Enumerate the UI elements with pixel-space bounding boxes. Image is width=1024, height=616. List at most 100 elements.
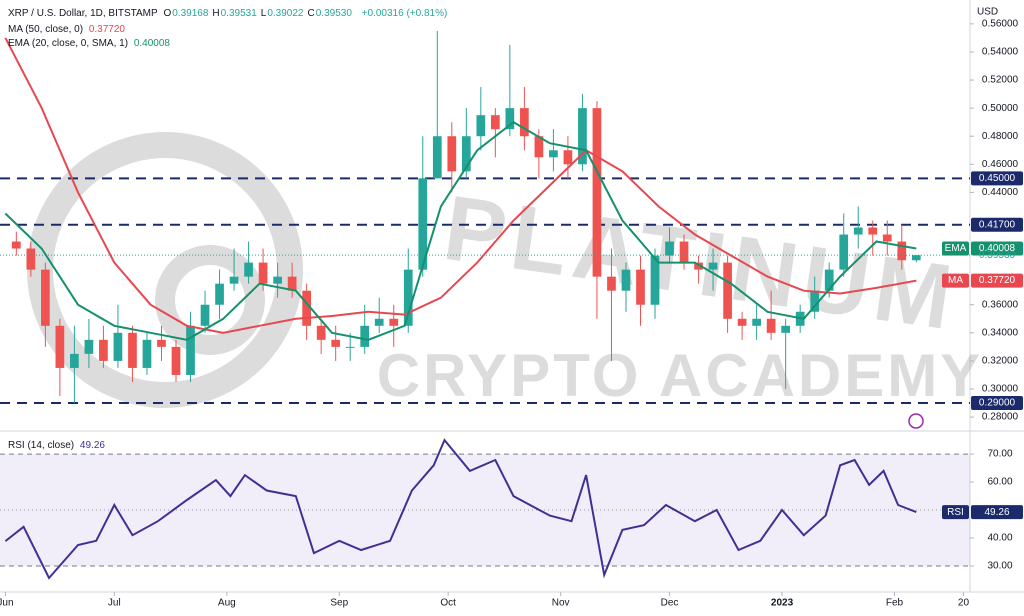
candle-body — [911, 255, 921, 261]
y-tick-label: 0.48000 — [982, 131, 1019, 142]
ma-line-tag-box — [942, 273, 969, 288]
candle-body — [578, 108, 587, 165]
x-tick-label: Feb — [886, 598, 904, 609]
candle-body — [244, 262, 253, 277]
candle-body — [26, 248, 36, 270]
candle-body — [302, 290, 311, 326]
candle-body — [171, 346, 181, 375]
level-tag — [971, 217, 1023, 232]
candle-body — [810, 290, 820, 312]
candle-body — [70, 353, 79, 368]
symbol-legend: XRP / U.S. Dollar, 1D, BITSTAMP O0.39168… — [8, 8, 450, 19]
ma-value: 0.37720 — [88, 24, 125, 35]
candle-body — [229, 276, 239, 284]
candle-body — [331, 339, 341, 347]
ohlc-key: O — [163, 8, 172, 19]
axis-unit: USD — [977, 7, 998, 18]
y-tick-label: 40.00 — [987, 533, 1012, 544]
candle-body — [868, 227, 878, 235]
candle-body — [534, 136, 544, 158]
candle-body — [752, 318, 761, 326]
y-tick-label: 0.30000 — [982, 384, 1019, 395]
y-tick-label: 0.54000 — [982, 47, 1019, 58]
candle-body — [389, 318, 399, 326]
x-tick-label: Aug — [218, 598, 236, 609]
candle-body — [723, 262, 732, 319]
y-tick-label: 0.44000 — [982, 187, 1019, 198]
x-tick-label: Jul — [108, 598, 121, 609]
candle-body — [853, 227, 863, 235]
alert-icon — [908, 413, 924, 429]
change: +0.00316 (+0.81%) — [361, 8, 448, 19]
candle-body — [360, 325, 370, 347]
candle-body — [607, 276, 616, 291]
candle-body — [505, 108, 515, 130]
rsi-line-value-box — [971, 505, 1023, 520]
level-tag — [971, 396, 1023, 411]
rsi-value: 49.26 — [79, 440, 105, 451]
candle-body — [665, 241, 674, 256]
level-tag-label: 0.45000 — [979, 173, 1016, 184]
rsi-legend: RSI (14, close) 49.26 — [8, 440, 108, 451]
rsi-line-value: 49.26 — [984, 507, 1009, 518]
watermark-logo — [27, 132, 303, 408]
ma-legend: MA (50, close, 0) 0.37720 — [8, 24, 128, 35]
ma-line-value-box — [971, 273, 1023, 288]
ohlc-value: 0.39022 — [267, 8, 304, 19]
candle-body — [461, 136, 471, 172]
y-tick-label: 70.00 — [987, 449, 1012, 460]
candle-body — [447, 136, 457, 172]
candle-body — [708, 262, 718, 270]
ema-line-tag-box — [942, 241, 969, 256]
y-tick-label: 0.52000 — [982, 75, 1019, 86]
ema-legend: EMA (20, close, 0, SMA, 1) 0.40008 — [8, 38, 173, 49]
candle-body — [650, 255, 660, 305]
candle-body — [781, 325, 791, 333]
ma-name: MA (50, close, 0) — [8, 24, 84, 35]
x-tick-label: Oct — [440, 598, 456, 609]
watermark-line2: CRYPTO ACADEMY — [377, 342, 984, 409]
ema-line-value: 0.40008 — [979, 243, 1016, 254]
rsi-line-tag: RSI — [947, 507, 964, 518]
candle-body — [374, 318, 384, 326]
candle-body — [11, 241, 21, 249]
rsi-line — [4, 438, 917, 580]
ma-line-tag: MA — [948, 275, 963, 286]
ohlc: O0.39168 H0.39531 L0.39022 C0.39530 — [163, 8, 355, 19]
candle-body — [432, 136, 442, 179]
y-tick-label: 0.36000 — [982, 299, 1019, 310]
candle-body — [490, 115, 500, 130]
candle-body — [99, 339, 108, 361]
ohlc-key: L — [260, 8, 267, 19]
last-price-label: 0.39530 — [979, 250, 1016, 261]
x-tick-label: Sep — [330, 598, 348, 609]
x-tick-label: Dec — [661, 598, 679, 609]
candle-body — [694, 262, 703, 270]
rsi-line-tag-box — [942, 505, 969, 520]
y-tick-label: 60.00 — [987, 477, 1012, 488]
ema-line-tag: EMA — [945, 243, 967, 254]
ohlc-key: C — [307, 8, 315, 19]
y-tick-label: 0.46000 — [982, 159, 1019, 170]
y-tick-label: 0.34000 — [982, 327, 1019, 338]
ema-name: EMA (20, close, 0, SMA, 1) — [8, 38, 129, 49]
candle-body — [520, 108, 529, 137]
y-tick-label: 0.50000 — [982, 103, 1019, 114]
rsi-name: RSI (14, close) — [8, 440, 75, 451]
ema-line-value-box — [971, 241, 1023, 256]
candle-body — [41, 269, 50, 326]
candle-body — [403, 269, 413, 326]
candle-body — [882, 234, 892, 242]
level-tag — [971, 171, 1023, 186]
candle-body — [839, 234, 849, 270]
ma-line — [4, 37, 917, 334]
candle-body — [418, 178, 428, 270]
x-tick-label: Jun — [0, 598, 14, 609]
candle-body — [563, 150, 573, 165]
ohlc-key: H — [212, 8, 220, 19]
y-tick-label: 0.32000 — [982, 356, 1019, 367]
candle-body — [592, 108, 602, 277]
